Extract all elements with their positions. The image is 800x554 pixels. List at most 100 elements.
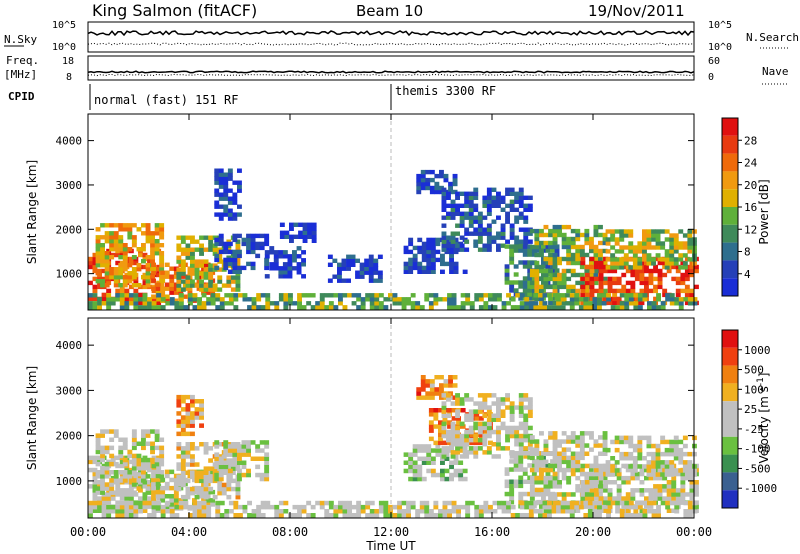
velocity-cell xyxy=(430,448,436,453)
velocity-cell xyxy=(632,447,638,453)
velocity-cell xyxy=(122,445,128,451)
velocity-cell xyxy=(237,452,242,457)
velocity-cell xyxy=(417,476,423,482)
velocity-cell xyxy=(100,457,105,463)
velocity-cell xyxy=(491,454,497,459)
velocity-cell xyxy=(342,513,348,518)
power-cell xyxy=(430,265,436,271)
power-cell xyxy=(687,233,693,238)
power-cell xyxy=(468,207,474,212)
power-cell xyxy=(673,233,679,238)
power-cell xyxy=(664,257,670,262)
velocity-cell xyxy=(430,468,436,474)
velocity-cell xyxy=(602,439,608,444)
power-cell xyxy=(548,276,553,282)
power-cell xyxy=(465,297,471,302)
velocity-cell xyxy=(142,500,148,506)
velocity-cell xyxy=(122,490,128,495)
power-cell xyxy=(628,241,634,246)
power-cell xyxy=(142,297,148,302)
power-cell xyxy=(435,241,441,247)
power-cell xyxy=(187,286,193,291)
power-cell xyxy=(637,305,643,310)
power-cell xyxy=(328,293,334,298)
power-cell xyxy=(421,249,427,255)
velocity-cell xyxy=(687,451,693,457)
power-cell xyxy=(552,272,558,278)
power-cell xyxy=(378,301,384,306)
velocity-cell xyxy=(534,459,540,465)
velocity-cell xyxy=(237,476,242,482)
velocity-cell xyxy=(265,500,271,506)
power-cell xyxy=(614,257,620,262)
power-cell xyxy=(514,195,520,200)
power-cell xyxy=(173,290,179,295)
power-cell xyxy=(373,270,379,275)
power-cell xyxy=(473,239,479,244)
velocity-cell xyxy=(529,439,535,444)
velocity-cell xyxy=(473,450,479,455)
power-cell xyxy=(552,264,558,270)
power-cell xyxy=(203,235,209,240)
power-cell xyxy=(602,236,608,242)
velocity-cell xyxy=(88,455,93,461)
power-cell xyxy=(570,288,576,294)
velocity-cell xyxy=(235,486,241,492)
power-cell xyxy=(561,232,567,238)
velocity-cell xyxy=(473,433,479,439)
velocity-cell xyxy=(529,447,535,452)
velocity-cell xyxy=(682,443,688,449)
power-cell xyxy=(133,293,139,298)
velocity-cell xyxy=(180,466,186,471)
velocity-cell xyxy=(486,450,492,455)
velocity-cell xyxy=(214,444,220,449)
power-cell xyxy=(491,195,497,200)
power-cell xyxy=(100,255,105,260)
power-cell xyxy=(554,268,560,273)
power-cell xyxy=(646,257,652,262)
power-cell xyxy=(180,267,186,272)
power-cell xyxy=(580,256,586,262)
velocity-cell xyxy=(616,484,622,489)
power-cell xyxy=(552,288,558,294)
velocity-cell xyxy=(556,509,561,514)
velocity-cell xyxy=(194,399,200,404)
power-cell xyxy=(342,305,348,310)
power-cell xyxy=(569,305,575,310)
power-cell xyxy=(283,297,289,302)
power-cell xyxy=(527,252,533,257)
power-cell xyxy=(523,231,529,236)
power-cell xyxy=(273,262,279,267)
velocity-cell xyxy=(509,429,515,435)
power-cell xyxy=(642,233,647,238)
power-cell xyxy=(552,276,558,282)
velocity-cell xyxy=(450,433,456,439)
power-cell xyxy=(446,243,451,248)
power-cell xyxy=(539,296,544,302)
velocity-cell xyxy=(474,513,480,518)
power-cell xyxy=(218,204,224,209)
power-cell xyxy=(669,261,675,266)
velocity-cell xyxy=(429,395,435,400)
power-cell xyxy=(561,300,567,306)
velocity-cell xyxy=(180,415,186,420)
velocity-cell xyxy=(678,460,684,465)
velocity-cell xyxy=(648,475,654,481)
velocity-cell xyxy=(547,500,552,506)
power-cell xyxy=(523,239,529,244)
velocity-cell xyxy=(527,401,533,406)
power-cell xyxy=(439,169,444,175)
velocity-cell xyxy=(154,457,160,463)
power-cell xyxy=(566,276,572,282)
velocity-cell xyxy=(469,500,475,506)
power-cell xyxy=(124,288,130,294)
power-cell xyxy=(651,257,656,262)
power-cell xyxy=(527,231,533,236)
power-cell xyxy=(692,301,698,306)
power-cell xyxy=(235,287,241,292)
power-cell xyxy=(605,249,611,254)
velocity-cell xyxy=(669,460,675,465)
velocity-cell xyxy=(180,494,186,500)
velocity-cell xyxy=(190,470,195,475)
power-cell xyxy=(505,219,510,224)
